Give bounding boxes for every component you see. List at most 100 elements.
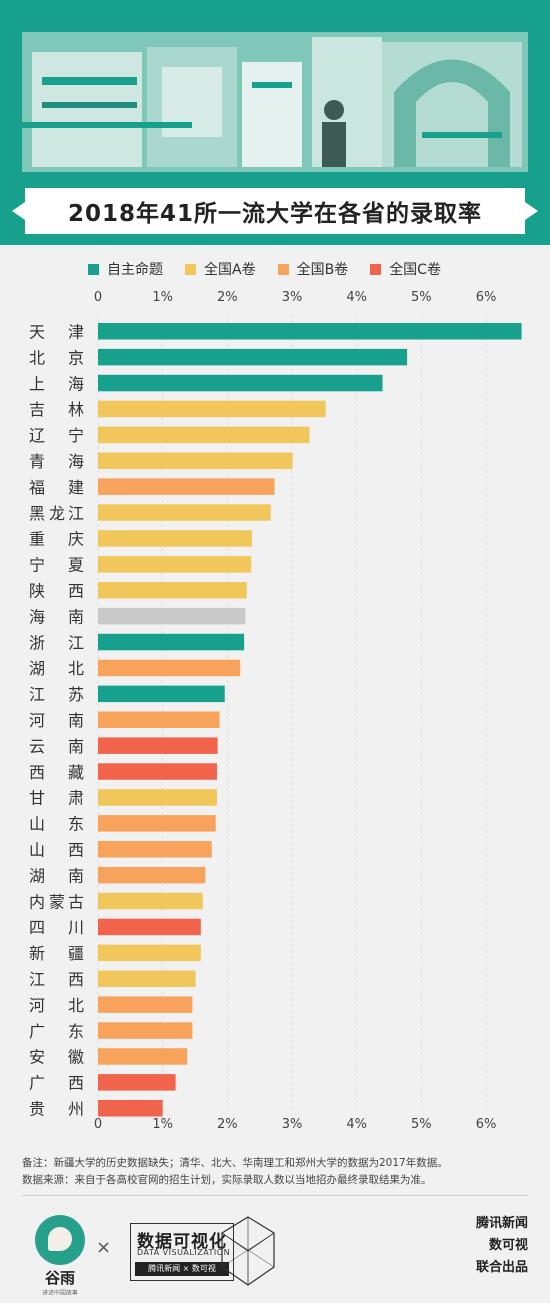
category-label: 疆 <box>68 944 84 963</box>
title-bar-right-arrow <box>525 202 538 220</box>
category-label: 东 <box>68 1022 84 1041</box>
category-label: 山 <box>29 841 45 860</box>
bar <box>98 504 271 521</box>
category-label: 建 <box>68 478 84 497</box>
category-label: 湖 <box>29 866 45 885</box>
category-label: 北 <box>29 348 45 367</box>
legend-swatch <box>370 263 382 275</box>
bar <box>98 789 217 806</box>
category-label: 辽 <box>29 426 45 445</box>
bar <box>98 556 252 573</box>
category-label: 上 <box>29 374 45 393</box>
bar <box>98 944 201 962</box>
category-label: 河 <box>29 711 45 730</box>
footer: 谷雨 讲述中国故事 × 数据可视化 DATA VISUALIZATION 腾讯新… <box>0 1205 550 1303</box>
bar <box>98 996 193 1013</box>
bar <box>98 970 196 987</box>
notes: 备注：新疆大学的历史数据缺失；清华、北大、华南理工和郑州大学的数据为2017年数… <box>22 1155 448 1189</box>
note-remark: 备注：新疆大学的历史数据缺失；清华、北大、华南理工和郑州大学的数据为2017年数… <box>22 1157 448 1169</box>
bar <box>98 815 216 832</box>
note-source: 数据来源：来自于各高校官网的招生计划，实际录取人数以当地招办最终录取结果为准。 <box>22 1174 432 1186</box>
bar <box>98 607 246 625</box>
x-tick-label-bottom: 0 <box>94 1117 102 1132</box>
category-label: 黑 <box>29 504 45 523</box>
bar <box>98 530 252 547</box>
category-label: 内 <box>29 892 45 911</box>
credit-joint: 联合出品 <box>475 1260 528 1275</box>
guyu-subtitle: 讲述中国故事 <box>42 1289 78 1297</box>
category-label: 南 <box>68 866 84 885</box>
x-tick-label-bottom: 3% <box>282 1117 303 1132</box>
category-label: 蒙 <box>49 892 65 911</box>
category-label: 京 <box>68 348 84 367</box>
category-label: 吉 <box>29 400 45 419</box>
x-tick-label-top: 1% <box>152 290 173 305</box>
bar <box>98 1022 193 1039</box>
bar <box>98 763 217 780</box>
bar <box>98 348 408 366</box>
category-label: 新 <box>29 944 45 963</box>
bar <box>98 711 220 728</box>
category-label: 海 <box>68 374 84 393</box>
category-label: 广 <box>29 1074 45 1093</box>
category-label: 甘 <box>29 789 45 808</box>
credits: 腾讯新闻 数可视 联合出品 <box>476 1213 528 1279</box>
bar <box>98 892 203 910</box>
category-label: 山 <box>29 815 45 834</box>
credit-shukeshi: 数可视 <box>488 1238 528 1253</box>
x-tick-label-top: 2% <box>217 290 238 305</box>
bar <box>98 452 293 469</box>
legend-item: 全国C卷 <box>370 259 441 279</box>
x-tick-label-top: 4% <box>346 290 367 305</box>
category-label: 青 <box>29 452 45 471</box>
category-label: 湖 <box>29 659 45 678</box>
data-visualization-logo: 数据可视化 DATA VISUALIZATION 腾讯新闻 × 数可视 <box>130 1216 275 1286</box>
category-label: 古 <box>68 892 84 911</box>
guyu-logo: 谷雨 讲述中国故事 <box>30 1215 90 1297</box>
bar <box>98 1074 176 1091</box>
bar <box>98 841 212 858</box>
bar <box>98 400 326 418</box>
category-label: 江 <box>29 685 45 704</box>
legend-item: 自主命题 <box>88 259 163 279</box>
category-label: 北 <box>68 996 84 1015</box>
category-label: 南 <box>68 607 84 626</box>
category-label: 四 <box>29 918 45 937</box>
category-label: 东 <box>68 815 84 834</box>
chart-title: 2018年41所一流大学在各省的录取率 <box>67 201 483 227</box>
bar <box>98 918 201 936</box>
x-tick-label-top: 5% <box>411 290 432 305</box>
category-label: 西 <box>68 1074 84 1093</box>
legend-swatch <box>185 263 196 275</box>
bar <box>98 582 247 599</box>
guyu-name: 谷雨 <box>44 1269 75 1287</box>
bar-chart: 001%1%2%2%3%3%4%4%5%5%6%6%天 津北 京上 海吉 林辽 宁青 海福建… <box>29 290 522 1132</box>
bar <box>98 866 206 884</box>
category-label: 海 <box>29 607 45 626</box>
category-label: 安 <box>29 1048 45 1067</box>
category-label: 广 <box>29 1022 45 1041</box>
category-label: 天 <box>29 323 45 342</box>
category-label: 南 <box>68 737 84 756</box>
bar <box>98 323 522 340</box>
x-tick-label-bottom: 5% <box>411 1117 432 1132</box>
category-label: 苏 <box>68 685 84 704</box>
legend-label: 自主命题 <box>107 262 163 278</box>
x-tick-label-top: 6% <box>476 290 497 305</box>
bar <box>98 685 225 703</box>
category-label: 贵 <box>29 1100 45 1119</box>
category-label: 庆 <box>68 530 84 549</box>
category-label: 川 <box>68 918 84 937</box>
category-label: 河 <box>29 996 45 1015</box>
header-banner <box>0 0 550 245</box>
category-label: 南 <box>68 711 84 730</box>
times-sign: × <box>96 1237 112 1258</box>
bar <box>98 633 245 651</box>
dv-logo-english: DATA VISUALIZATION <box>137 1248 231 1257</box>
category-label: 重 <box>29 530 45 549</box>
dv-logo-title: 数据可视化 <box>137 1232 227 1252</box>
category-label: 江 <box>68 504 84 523</box>
x-tick-label-bottom: 1% <box>152 1117 173 1132</box>
bar <box>98 1048 188 1065</box>
